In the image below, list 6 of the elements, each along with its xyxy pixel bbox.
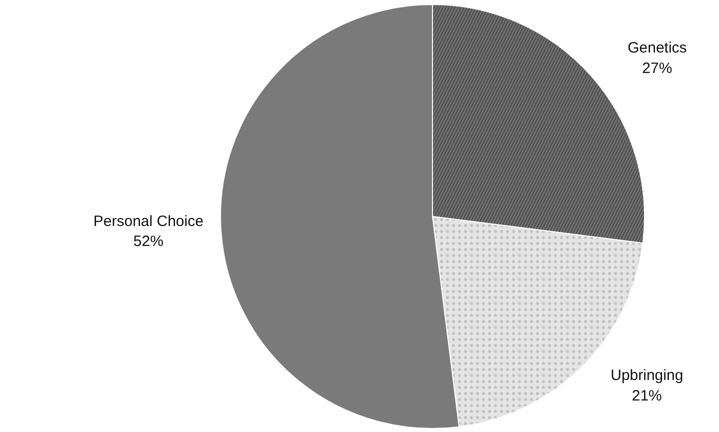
data-label: 21% (632, 388, 662, 405)
slice-label: Upbringing (610, 367, 684, 384)
data-label: 52% (133, 233, 164, 250)
data-label: 27% (642, 60, 672, 77)
slice-label: Personal Choice (93, 212, 204, 230)
slice-label: Genetics (628, 39, 687, 56)
